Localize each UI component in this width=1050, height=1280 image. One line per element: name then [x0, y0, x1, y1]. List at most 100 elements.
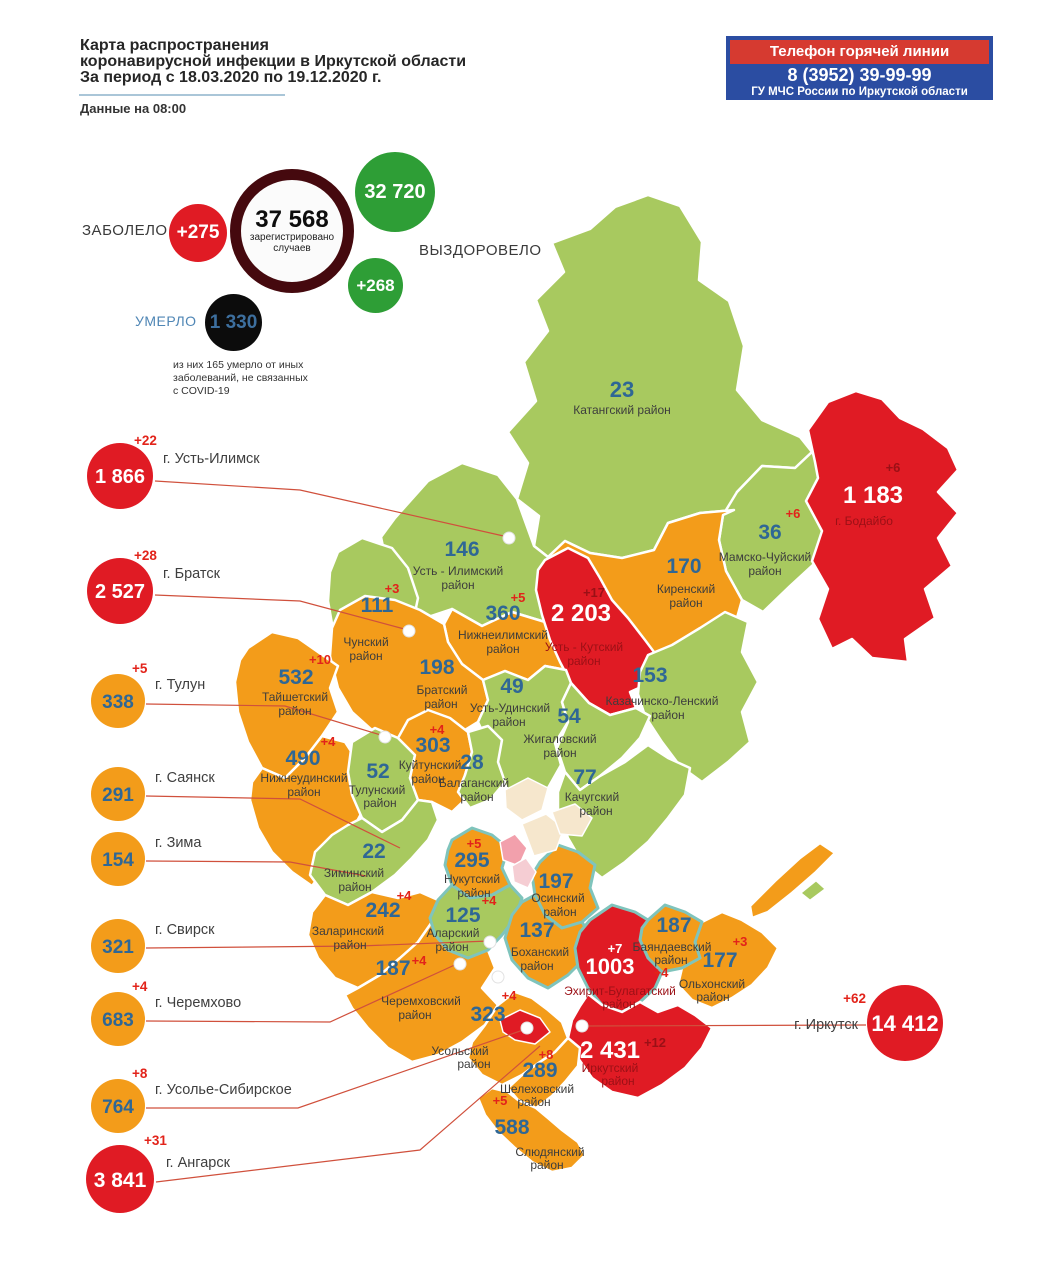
- district-irkutsky-value: 2 431: [580, 1037, 640, 1064]
- district-zalarinsky-value: 242: [365, 899, 400, 922]
- district-irkutsky-name: Иркутский: [582, 1061, 639, 1075]
- infected-label: ЗАБОЛЕЛО: [82, 222, 168, 239]
- district-zalarinsky-name2: район: [333, 938, 366, 952]
- district-osinsky-name: Осинский: [531, 891, 584, 905]
- district-ekhirit-bulagatsky-shape[interactable]: [573, 903, 664, 1014]
- district-chunsky-name: Чунский: [343, 635, 388, 649]
- died-note: из них 165 умерло от иных заболеваний, н…: [173, 359, 308, 397]
- city-irkutsk-circle[interactable]: [867, 985, 943, 1061]
- district-ekhirit_bulagatsky-value: 1003: [586, 954, 635, 979]
- district-katangsky-name: Катангский район: [573, 403, 671, 417]
- district-kirensky-value: 170: [666, 555, 701, 578]
- district-bokhansky-name2: район: [520, 959, 553, 973]
- district-ekhirit_bulagatsky-delta: +7: [608, 941, 623, 956]
- city-zima-label: г. Зима: [155, 835, 202, 851]
- city-cheremkhovo-circle[interactable]: [91, 992, 145, 1046]
- district-zhigalovsky-name: Жигаловский: [523, 732, 596, 746]
- district-chunsky-name2: район: [349, 649, 382, 663]
- city-dot: [575, 1019, 589, 1033]
- city-angarsk-value: 3 841: [94, 1169, 147, 1192]
- district-nizhneilimsky-delta: +5: [511, 590, 526, 605]
- district-olkhonsky-name: Ольхонский: [679, 977, 745, 991]
- district-slyudyansky-shape[interactable]: [476, 1086, 587, 1174]
- district-nizhneudinsky-value: 490: [285, 747, 320, 770]
- district-nizhneilimsky-name: Нижнеилимский: [458, 628, 548, 642]
- district-shelekhovsky-delta: +8: [539, 1047, 554, 1062]
- district-bodaibinsky-shape[interactable]: [804, 389, 960, 664]
- district-ust_ilimsky-value: 146: [444, 538, 479, 561]
- city-svirsk-circle[interactable]: [91, 919, 145, 973]
- district-olkhonsky-value: 177: [702, 949, 737, 972]
- city-tulun-value: 338: [102, 692, 134, 713]
- city-bratsk-delta: +28: [134, 548, 157, 563]
- registered-circle: 37 568 зарегистрировано случаев: [230, 169, 354, 293]
- city-dot: [483, 935, 497, 949]
- city-sayansk-circle[interactable]: [91, 767, 145, 821]
- city-dot: [502, 531, 516, 545]
- city-tulun-circle[interactable]: [91, 674, 145, 728]
- district-bratsky-value: 198: [419, 656, 454, 679]
- city-irkutsk-value: 14 412: [871, 1011, 938, 1036]
- district-bodaibinsky-delta: +6: [886, 460, 901, 475]
- city-ust_ilimsk-label: г. Усть-Илимск: [163, 451, 260, 467]
- district-kuytunsky-name: Куйтунский: [399, 758, 462, 772]
- district-cheremkhovsky-shape[interactable]: [343, 920, 500, 1064]
- district-nizhneilimsky-value: 360: [485, 602, 520, 625]
- city-dot: [520, 1021, 534, 1035]
- unassigned-area: [521, 813, 565, 857]
- city-cheremkhovo-delta: +4: [132, 979, 148, 994]
- district-ust_kutsky-name: Усть - Кутский: [545, 640, 623, 654]
- district-bratsky-name2: район: [424, 697, 457, 711]
- city-zima-circle[interactable]: [91, 832, 145, 886]
- hotline-org: ГУ МЧС России по Иркутской области: [751, 86, 968, 98]
- district-taishetsky-name2: район: [278, 704, 311, 718]
- district-ziminsky-shape[interactable]: [308, 798, 440, 907]
- hotline-label: Телефон горячей линии: [730, 40, 989, 64]
- title-underline: [79, 94, 285, 96]
- district-bokhansky-name: Боханский: [511, 945, 569, 959]
- district-cheremkhovsky-value: 187: [375, 957, 410, 980]
- district-tulunsky-name2: район: [363, 796, 396, 810]
- district-nizhneudinsky-delta: +4: [321, 734, 337, 749]
- district-irkutsky-name2: район: [601, 1074, 634, 1088]
- connector-bratsk: [154, 594, 409, 631]
- district-slyudyansky-value: 588: [494, 1116, 529, 1139]
- city-bratsk-label: г. Братск: [163, 566, 221, 582]
- district-mamsko_chuysky-name: Мамско-Чуйский: [719, 550, 811, 564]
- district-osinsky-shape[interactable]: [530, 843, 600, 930]
- district-slyudyansky-name2: район: [530, 1158, 563, 1172]
- hotline-box: Телефон горячей линии 8 (3952) 39-99-99 …: [726, 36, 993, 100]
- olkhon-island-shape[interactable]: [748, 841, 837, 920]
- city-angarsk-circle[interactable]: [86, 1145, 154, 1213]
- district-alarsky-delta: +4: [482, 893, 498, 908]
- district-kazachinsko-lensky-shape[interactable]: [636, 610, 760, 784]
- connector-lines: [145, 480, 867, 1183]
- city-ust_ilimsk-circle[interactable]: [87, 443, 153, 509]
- district-nukutsky-name: Нукутский: [444, 872, 500, 886]
- lake-shore-sliver: [798, 878, 828, 903]
- district-shelekhovsky-shape[interactable]: [506, 1036, 582, 1110]
- city-irkutsk-label: г. Иркутск: [794, 1017, 859, 1033]
- district-alarsky-name: Аларский: [426, 926, 479, 940]
- city-sayansk-value: 291: [102, 785, 134, 806]
- city-bratsk-circle[interactable]: [87, 558, 153, 624]
- district-tulunsky-value: 52: [366, 760, 389, 783]
- district-ekhirit_bulagatsky-name: Эхирит-Булагатский: [564, 984, 676, 998]
- district-chunsky-value: 111: [361, 594, 394, 617]
- district-ust_udinsky-name2: район: [492, 715, 525, 729]
- died-label: УМЕРЛО: [135, 313, 197, 329]
- district-katangsky-value: 23: [610, 377, 634, 402]
- city-usolye_sibirskoye-circle[interactable]: [91, 1079, 145, 1133]
- district-zhigalovsky-name2: район: [543, 746, 576, 760]
- district-balagansky-shape[interactable]: [456, 724, 507, 810]
- district-taishetsky-delta: +10: [309, 652, 331, 667]
- district-nizhneudinsky-name: Нижнеудинский: [260, 771, 347, 785]
- district-kuytunsky-value: 303: [415, 734, 450, 757]
- district-nukutsky-name2: район: [457, 886, 490, 900]
- data-timestamp: Данные на 08:00: [80, 101, 187, 116]
- district-bokhansky-shape[interactable]: [503, 893, 594, 990]
- district-osinsky-value: 197: [538, 870, 573, 893]
- district-bodaibinsky-value: 1 183: [843, 482, 903, 509]
- city-usolye_sibirskoye-delta: +8: [132, 1066, 148, 1081]
